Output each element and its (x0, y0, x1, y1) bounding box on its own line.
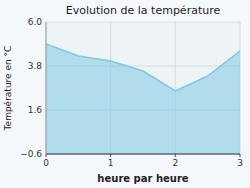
area (46, 44, 240, 154)
tick-label: 3.8 (28, 61, 43, 71)
grid-line (46, 22, 47, 154)
tick-label: 1 (108, 158, 114, 168)
x-axis (46, 154, 240, 155)
plot-background (46, 22, 240, 154)
line (46, 44, 240, 91)
tick-label: −0.6 (20, 149, 42, 159)
grid-line (46, 22, 240, 23)
y-axis-label: Température en °C (3, 46, 13, 132)
grid-line (46, 154, 240, 155)
tick-label: 6.0 (28, 17, 43, 27)
tick-label: 3 (237, 158, 243, 168)
y-axis (46, 22, 47, 154)
tick-label: 1.6 (28, 105, 43, 115)
grid (46, 22, 240, 154)
data-layer (46, 44, 240, 154)
tick-label: 0 (43, 158, 49, 168)
chart: −0.6 1.6 3.8 6.0 0 1 2 3 Evolution de la tempéra… (0, 0, 250, 188)
chart-container: −0.6 1.6 3.8 6.0 0 1 2 3 Evolution de la tempéra… (0, 0, 250, 188)
x-axis-label: heure par heure (97, 173, 188, 184)
title: Evolution de la température (66, 4, 221, 17)
tick-label: 2 (172, 158, 178, 168)
